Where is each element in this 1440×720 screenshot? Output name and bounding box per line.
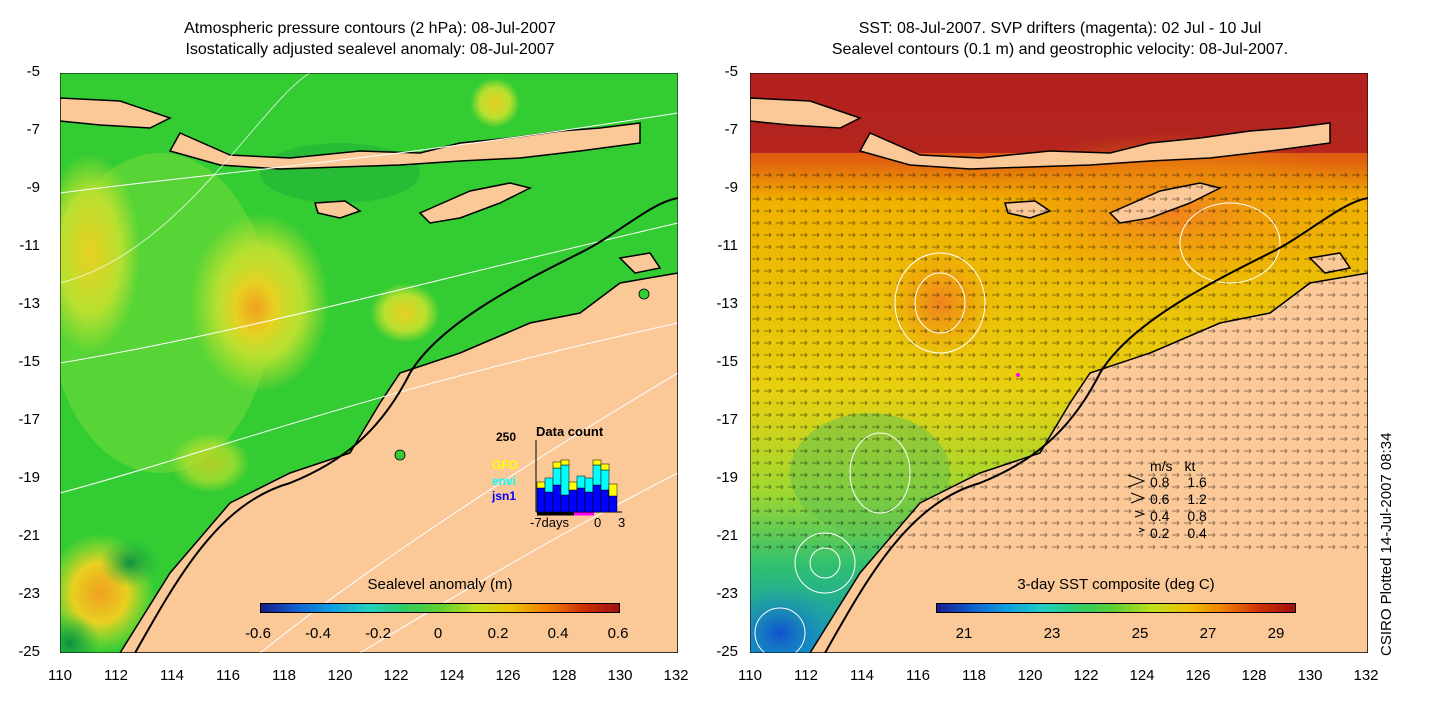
- sla-cbar-label: 0.4: [547, 625, 569, 642]
- mission-gfo: GFO: [492, 458, 518, 472]
- velocity-header-kt: kt: [1184, 458, 1196, 474]
- data-count-histogram: [535, 440, 622, 516]
- right-xtick: 114: [850, 667, 874, 684]
- left-ytick: -7: [26, 121, 40, 138]
- left-ytick: -15: [18, 353, 40, 370]
- right-xtick: 130: [1297, 667, 1323, 684]
- plot-credit: CSIRO Plotted 14-Jul-2007 08:34: [1378, 432, 1395, 656]
- left-xtick: 112: [104, 667, 128, 684]
- left-xtick: 124: [439, 667, 465, 684]
- velocity-row: 0.6 1.2: [1150, 491, 1207, 507]
- velocity-legend-arrows: [1127, 474, 1146, 533]
- left-ytick: -13: [18, 295, 40, 312]
- velocity-legend-header: m/s kt: [1150, 458, 1195, 474]
- left-ytick: -25: [18, 643, 40, 660]
- left-ytick: -19: [18, 469, 40, 486]
- left-xtick: 110: [48, 667, 72, 684]
- left-xtick: 120: [327, 667, 353, 684]
- left-title-line2: Isostatically adjusted sealevel anomaly:…: [185, 41, 555, 58]
- right-xtick: 124: [1129, 667, 1155, 684]
- sst-colorbar: [936, 603, 1296, 613]
- data-count-x-start: -7days: [530, 515, 570, 530]
- right-xtick: 120: [1017, 667, 1043, 684]
- right-ytick: -7: [724, 121, 738, 138]
- left-xtick: 126: [495, 667, 521, 684]
- right-xtick: 110: [738, 667, 762, 684]
- velocity-kt: 1.2: [1187, 491, 1207, 507]
- right-xtick: 122: [1073, 667, 1099, 684]
- velocity-row: 0.2 0.4: [1150, 525, 1207, 541]
- right-title-line2: Sealevel contours (0.1 m) and geostrophi…: [831, 41, 1289, 58]
- left-ytick: -11: [19, 237, 40, 254]
- sla-colorbar: [260, 603, 620, 613]
- sla-cbar-label: -0.2: [365, 625, 391, 642]
- left-xtick: 116: [216, 667, 240, 684]
- mission-jsn1: jsn1: [492, 489, 517, 503]
- data-count-title: Data count: [536, 424, 604, 439]
- right-title-line1: SST: 08-Jul-2007. SVP drifters (magenta)…: [858, 20, 1262, 37]
- sst-cbar-label: 29: [1267, 625, 1285, 642]
- sst-cbar-label: 21: [955, 625, 973, 642]
- right-ytick: -19: [716, 469, 738, 486]
- sla-colorbar-title: Sealevel anomaly (m): [367, 576, 513, 593]
- right-ytick: -9: [724, 179, 738, 196]
- left-ytick: -21: [18, 527, 40, 544]
- left-title-line1: Atmospheric pressure contours (2 hPa): 0…: [184, 20, 556, 37]
- right-ytick: -15: [716, 353, 738, 370]
- left-xtick: 128: [551, 667, 577, 684]
- right-ytick: -17: [716, 411, 738, 428]
- sla-cbar-label: -0.4: [305, 625, 331, 642]
- mission-envi: envi: [492, 474, 517, 488]
- sealevel-anomaly-map: [60, 73, 678, 653]
- sla-cbar-label: 0: [433, 625, 443, 642]
- data-count-x-zero: 0: [594, 515, 602, 530]
- right-xtick: 118: [962, 667, 986, 684]
- left-ytick: -23: [18, 585, 40, 602]
- velocity-ms: 0.4: [1150, 508, 1170, 524]
- velocity-ms: 0.8: [1150, 474, 1170, 490]
- right-ytick: -25: [716, 643, 738, 660]
- right-ytick: -23: [716, 585, 738, 602]
- velocity-header-ms: m/s: [1150, 458, 1173, 474]
- sst-cbar-label: 25: [1131, 625, 1149, 642]
- sst-cbar-label: 27: [1199, 625, 1217, 642]
- velocity-ms: 0.2: [1150, 525, 1170, 541]
- left-xtick: 130: [607, 667, 633, 684]
- left-title: Atmospheric pressure contours (2 hPa): 0…: [60, 18, 680, 60]
- sla-cbar-label: -0.6: [245, 625, 271, 642]
- sst-map: [750, 73, 1368, 653]
- velocity-row: 0.4 0.8: [1150, 508, 1207, 524]
- right-xtick: 112: [794, 667, 818, 684]
- right-xtick: 128: [1241, 667, 1267, 684]
- left-xtick: 132: [663, 667, 689, 684]
- sla-cbar-label: 0.6: [607, 625, 629, 642]
- sla-cbar-label: 0.2: [487, 625, 509, 642]
- velocity-kt: 1.6: [1187, 474, 1207, 490]
- data-count-x-end: 3: [618, 515, 626, 530]
- right-title: SST: 08-Jul-2007. SVP drifters (magenta)…: [750, 18, 1370, 60]
- velocity-kt: 0.8: [1187, 508, 1207, 524]
- right-ytick: -21: [716, 527, 738, 544]
- left-ytick: -5: [26, 63, 40, 80]
- right-ytick: -13: [716, 295, 738, 312]
- right-xtick: 116: [906, 667, 930, 684]
- left-xtick: 122: [383, 667, 409, 684]
- left-xtick: 118: [272, 667, 296, 684]
- sst-colorbar-title: 3-day SST composite (deg C): [1017, 576, 1215, 593]
- right-xtick: 132: [1353, 667, 1379, 684]
- left-ytick: -17: [18, 411, 40, 428]
- sst-cbar-label: 23: [1043, 625, 1061, 642]
- left-xtick: 114: [160, 667, 184, 684]
- data-count-max: 250: [496, 430, 517, 444]
- velocity-ms: 0.6: [1150, 491, 1170, 507]
- right-ytick: -5: [724, 63, 738, 80]
- velocity-row: 0.8 1.6: [1150, 474, 1207, 490]
- right-ytick: -11: [717, 237, 738, 254]
- velocity-kt: 0.4: [1187, 525, 1207, 541]
- left-ytick: -9: [26, 179, 40, 196]
- right-xtick: 126: [1185, 667, 1211, 684]
